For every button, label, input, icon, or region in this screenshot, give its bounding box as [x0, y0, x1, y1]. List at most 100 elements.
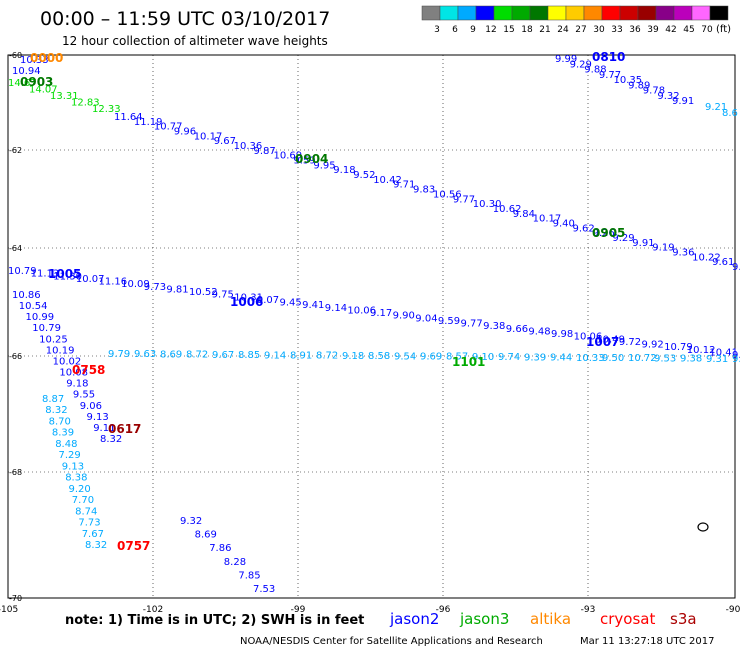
- footer-credit: NOAA/NESDIS Center for Satellite Applica…: [240, 636, 543, 647]
- lat-lon-grid: -105 -102 -99 -96 -93 -90 -60 -62 -64 -66 -68 -70: [0, 51, 740, 615]
- satellite-altika: altika: [530, 610, 571, 628]
- legend-swatch: [547, 5, 567, 21]
- wave-height-value: 9.79: [108, 349, 130, 360]
- wave-height-value: 10.86: [12, 290, 41, 301]
- wave-height-value: 10.79: [32, 323, 61, 334]
- wave-height-value: 9.19: [652, 243, 674, 254]
- wave-height-value: 9.99: [732, 350, 740, 361]
- wave-height-value: 9.14: [264, 350, 286, 361]
- satellite-legend: jason2 jason3 altika cryosat s3a: [389, 610, 697, 628]
- wave-height-value: 9.88: [584, 65, 606, 76]
- map-frame: [7, 54, 736, 599]
- wave-track-track-g: 10.8610.5410.9910.7910.2510.1910.0210.08…: [12, 290, 122, 445]
- pass-time-1007: 1007: [586, 335, 619, 349]
- wave-height-value: 9.36: [672, 248, 694, 259]
- wave-height-value: 9.17: [370, 308, 392, 319]
- pass-time-0810: 0810: [592, 50, 625, 64]
- wave-height-value: 7.85: [238, 570, 260, 581]
- legend-unit: (ft): [716, 24, 731, 35]
- wave-height-value: 9.83: [413, 185, 435, 196]
- wave-height-value: 9.98: [551, 329, 573, 340]
- wave-height-value: 9.61: [712, 257, 734, 268]
- wave-height-value: 9.38: [483, 321, 505, 332]
- wave-height-value: 9.54: [394, 351, 416, 362]
- wave-height-value: 9.18: [333, 165, 355, 176]
- wave-height-value: 9.67: [214, 136, 236, 147]
- wave-height-value: 8.85: [238, 350, 260, 361]
- wave-height-value: 9.52: [353, 170, 375, 181]
- legend-label: 21: [539, 25, 550, 35]
- wave-height-value: 9.06: [80, 401, 102, 412]
- legend-swatch: [673, 5, 693, 21]
- wave-height-value: 8.6: [722, 108, 738, 119]
- wave-height-value: 12.33: [92, 104, 121, 115]
- wave-height-value: 8.69: [160, 349, 182, 360]
- legend-swatch: [439, 5, 459, 21]
- wave-height-value: 9.87: [254, 146, 276, 157]
- wave-height-value: 8.70: [49, 417, 71, 428]
- pass-time-0903: 0903: [20, 75, 53, 89]
- wave-height-value: 7.70: [72, 495, 94, 506]
- wave-height-value: 9.72: [619, 337, 641, 348]
- wave-height-value: 8.48: [55, 439, 77, 450]
- wave-height-value: 10.36: [234, 141, 263, 152]
- wave-height-value: 9.44: [550, 353, 572, 364]
- wave-height-value: 9.95: [313, 160, 335, 171]
- wave-height-value: 10.19: [46, 345, 75, 356]
- legend-label: 9: [470, 25, 476, 35]
- wave-height-value: 10.33: [576, 353, 605, 364]
- satellite-jason2: jason2: [389, 610, 439, 628]
- wave-height-value: 8.72: [316, 351, 338, 362]
- wave-height-value: 10.17: [194, 131, 223, 142]
- wave-height-value: 10.72: [628, 353, 657, 364]
- legend-swatch: [421, 5, 441, 21]
- wave-height-value: 9.77: [453, 194, 475, 205]
- pass-time-0758: 0758: [72, 363, 105, 377]
- wave-height-value: 9.21: [705, 102, 727, 113]
- wave-height-value: 9.67: [212, 350, 234, 361]
- wave-height-value: 9.84: [513, 209, 535, 220]
- wave-height-value: 10.77: [154, 122, 183, 133]
- legend-label: 24: [557, 25, 569, 35]
- pass-time-0905: 0905: [592, 226, 625, 240]
- wave-height-value: 10.94: [12, 66, 41, 77]
- wave-height-value: 9.20: [69, 484, 91, 495]
- wave-height-value: 8.57: [446, 352, 468, 363]
- wave-height-value: 9.3: [732, 354, 740, 365]
- wave-height-value: 10.09: [121, 279, 150, 290]
- wave-height-value: 8.32: [85, 540, 107, 551]
- lat-tick-label: -68: [9, 468, 22, 477]
- page-title: 00:00 – 11:59 UTC 03/10/2017: [40, 8, 330, 30]
- wave-height-value: 11.30: [53, 271, 82, 282]
- wave-height-value: 10.02: [53, 357, 82, 368]
- wave-height-value: 10.56: [433, 189, 462, 200]
- lat-tick-label: -62: [9, 146, 22, 155]
- wave-height-value: 10.99: [26, 312, 55, 323]
- wave-height-value: 9.40: [553, 219, 575, 230]
- wave-height-value: 14.67: [8, 78, 37, 89]
- color-legend: 3 6 9 12 15 18 21 24 27 30 33 36 39 42 45 70: [421, 5, 729, 35]
- wave-height-value: 10.06: [574, 332, 603, 343]
- wave-height-value: 9.77: [599, 70, 621, 81]
- wave-height-value: 9.90: [393, 311, 415, 322]
- wave-height-value: 10.31: [234, 292, 263, 303]
- legend-swatch: [493, 5, 513, 21]
- wave-height-value: 14.07: [29, 85, 58, 96]
- pass-time-0757: 0757: [117, 539, 150, 553]
- pass-time-0000: 0000: [30, 51, 63, 65]
- wave-height-value: 8.32: [100, 434, 122, 445]
- pass-time-1101: 1101: [452, 355, 485, 369]
- wave-height-value: 9.66: [506, 324, 528, 335]
- wave-height-value: 11.16: [99, 277, 128, 288]
- pass-time-0904: 0904: [295, 152, 328, 166]
- wave-track-track-e: 9.218.6: [705, 102, 738, 119]
- legend-label: 12: [485, 25, 496, 35]
- lat-tick-label: -66: [9, 352, 22, 361]
- wave-height-value: 10.06: [347, 305, 376, 316]
- wave-height-value: 10.33: [20, 55, 49, 66]
- wave-height-value: 10.08: [59, 368, 88, 379]
- legend-swatch: [583, 5, 603, 21]
